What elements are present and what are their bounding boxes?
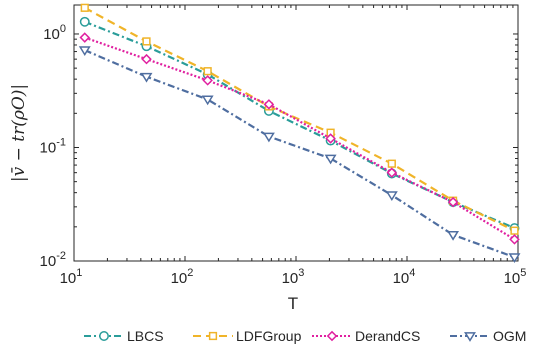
y-tick-label: 10-2	[40, 250, 66, 270]
series-line-ldfgroup	[84, 6, 515, 232]
x-tick-label: 101	[60, 267, 83, 287]
data-point-ogm	[140, 72, 153, 83]
legend-item-ogm: OGM	[450, 328, 526, 344]
x-tick-label: 104	[393, 267, 416, 287]
data-point-derandcs	[79, 32, 91, 43]
legend-label-ogm: OGM	[493, 328, 526, 344]
data-point-derandcs	[141, 53, 152, 65]
data-point-ldfgroup	[387, 159, 396, 168]
series-line-ogm	[84, 49, 515, 259]
plot-area	[73, 4, 519, 262]
legend-label-lbcs: LBCS	[127, 328, 164, 344]
data-point-ogm	[385, 191, 398, 202]
x-tick-label: 105	[504, 267, 527, 287]
x-tick-label: 102	[171, 267, 194, 287]
series-derandcs	[79, 32, 520, 245]
data-point-ogm	[262, 132, 275, 143]
y-tick-label: 10-1	[40, 136, 66, 156]
data-point-ldfgroup	[510, 226, 519, 235]
series-line-derandcs	[84, 36, 516, 241]
data-point-ogm	[508, 253, 521, 264]
data-point-lbcs	[79, 16, 90, 27]
y-axis-label: |v̄ − tr(ρO)|	[9, 84, 29, 182]
data-point-derandcs	[386, 167, 398, 178]
x-axis-ticks: 101 102 103 104 105	[60, 5, 527, 287]
data-point-derandcs	[509, 234, 520, 245]
data-point-ogm	[78, 46, 91, 57]
legend-label-derandcs: DerandCS	[355, 328, 420, 344]
data-point-derandcs	[325, 133, 336, 144]
legend-marker-derandcs	[326, 330, 338, 342]
data-point-ogm	[324, 154, 337, 165]
data-point-ldfgroup	[80, 3, 89, 12]
data-point-derandcs	[263, 99, 275, 110]
legend-marker-ogm	[464, 332, 476, 342]
x-tick-label: 103	[282, 267, 305, 287]
data-point-derandcs	[202, 75, 213, 86]
legend: LBCS LDFGroup DerandCS OGM	[84, 328, 526, 344]
legend-marker-ldfgroup	[208, 331, 218, 341]
legend-label-ldfgroup: LDFGroup	[236, 328, 302, 344]
series-layer	[78, 3, 521, 264]
legend-item-lbcs: LBCS	[84, 328, 164, 344]
data-point-ldfgroup	[142, 37, 151, 46]
legend-item-ldfgroup: LDFGroup	[193, 328, 302, 344]
data-point-ldfgroup	[203, 67, 212, 76]
series-line-lbcs	[84, 20, 515, 230]
data-point-derandcs	[447, 196, 459, 208]
legend-marker-lbcs	[99, 331, 109, 341]
y-tick-label: 100	[43, 23, 66, 43]
data-point-ogm	[447, 230, 460, 241]
series-ogm	[78, 46, 521, 264]
x-axis-label: T	[288, 294, 298, 313]
legend-item-derandcs: DerandCS	[312, 328, 420, 344]
data-point-ogm	[201, 95, 214, 106]
